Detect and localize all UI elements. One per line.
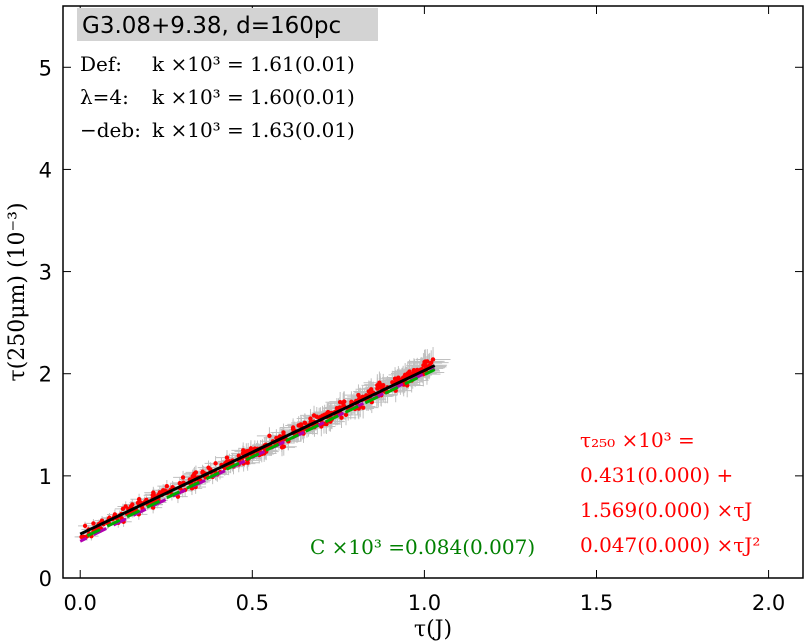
legend-value: k ×10³ = 1.60(0.01) <box>152 85 355 109</box>
data-point <box>339 415 344 420</box>
y-tick-label: 5 <box>39 56 52 80</box>
data-point <box>213 461 218 466</box>
x-tick-label: 1.0 <box>408 591 441 615</box>
tick-labels: 0.0 0.5 1.0 1.5 2.0 0 1 2 3 4 5 <box>39 56 786 615</box>
data-point <box>224 455 230 460</box>
data-point <box>241 448 246 453</box>
data-point <box>290 425 296 430</box>
data-point <box>180 475 186 480</box>
data-point <box>314 414 319 419</box>
y-tick-label: 4 <box>39 158 52 182</box>
legend-value: k ×10³ = 1.61(0.01) <box>152 52 355 76</box>
data-point <box>123 504 128 509</box>
data-point <box>422 359 427 365</box>
fit-annotation-line: 1.569(0.000) ×τJ <box>580 498 752 522</box>
axis-ticks <box>63 6 803 579</box>
data-point <box>356 392 361 398</box>
data-point <box>82 523 88 529</box>
fit-annotation: τ₂₅₀ ×10³ = 0.431(0.000) + 1.569(0.000) ×τ… <box>580 428 760 557</box>
data-point <box>299 423 304 428</box>
x-tick-label: 2.0 <box>752 591 785 615</box>
fit-annotation-line: τ₂₅₀ ×10³ = <box>580 428 695 452</box>
x-tick-label: 0.0 <box>64 591 97 615</box>
x-tick-label: 0.5 <box>236 591 269 615</box>
chart-title: G3.08+9.38, d=160pc <box>82 13 341 39</box>
data-point <box>343 412 349 418</box>
y-tick-label: 2 <box>39 363 52 387</box>
data-point <box>360 405 366 410</box>
fit-line-dashed <box>79 368 436 541</box>
data-point <box>407 369 412 374</box>
x-axis-label: τ(J) <box>414 617 452 642</box>
data-point <box>415 367 420 373</box>
data-point <box>341 399 346 405</box>
data-point <box>375 386 380 391</box>
data-point <box>302 420 308 426</box>
fit-annotation-line: 0.047(0.000) ×τJ² <box>580 533 760 557</box>
data-point <box>308 416 313 421</box>
data-point <box>79 534 84 540</box>
legend-label: Def: <box>80 52 122 76</box>
data-point <box>324 421 329 427</box>
data-point <box>281 444 286 449</box>
data-point <box>164 483 170 489</box>
y-tick-label: 1 <box>39 465 52 489</box>
legend-value: k ×10³ = 1.63(0.01) <box>152 118 355 142</box>
data-point <box>91 521 96 526</box>
data-point <box>267 433 272 439</box>
data-point <box>177 481 182 486</box>
fit-lines <box>79 364 436 543</box>
y-tick-label: 0 <box>39 567 52 591</box>
data-point <box>151 490 156 495</box>
fit-line-solid <box>79 364 436 536</box>
c-annotation: C ×10³ =0.084(0.007) <box>310 535 535 559</box>
fit-annotation-line: 0.431(0.000) + <box>580 463 733 487</box>
y-tick-label: 3 <box>39 261 52 285</box>
data-point <box>245 460 250 465</box>
legend-label: λ=4: <box>80 85 129 109</box>
legend-block: Def: k ×10³ = 1.61(0.01) λ=4: k ×10³ = 1.60… <box>80 52 355 142</box>
data-point <box>367 390 373 395</box>
legend-label: −deb: <box>80 118 141 142</box>
title-box <box>77 8 378 41</box>
data-point <box>192 471 197 476</box>
data-point <box>430 357 436 362</box>
x-tick-label: 1.5 <box>580 591 613 615</box>
data-point <box>377 380 382 385</box>
y-axis-label: τ(250μm) (10⁻³) <box>5 202 30 381</box>
